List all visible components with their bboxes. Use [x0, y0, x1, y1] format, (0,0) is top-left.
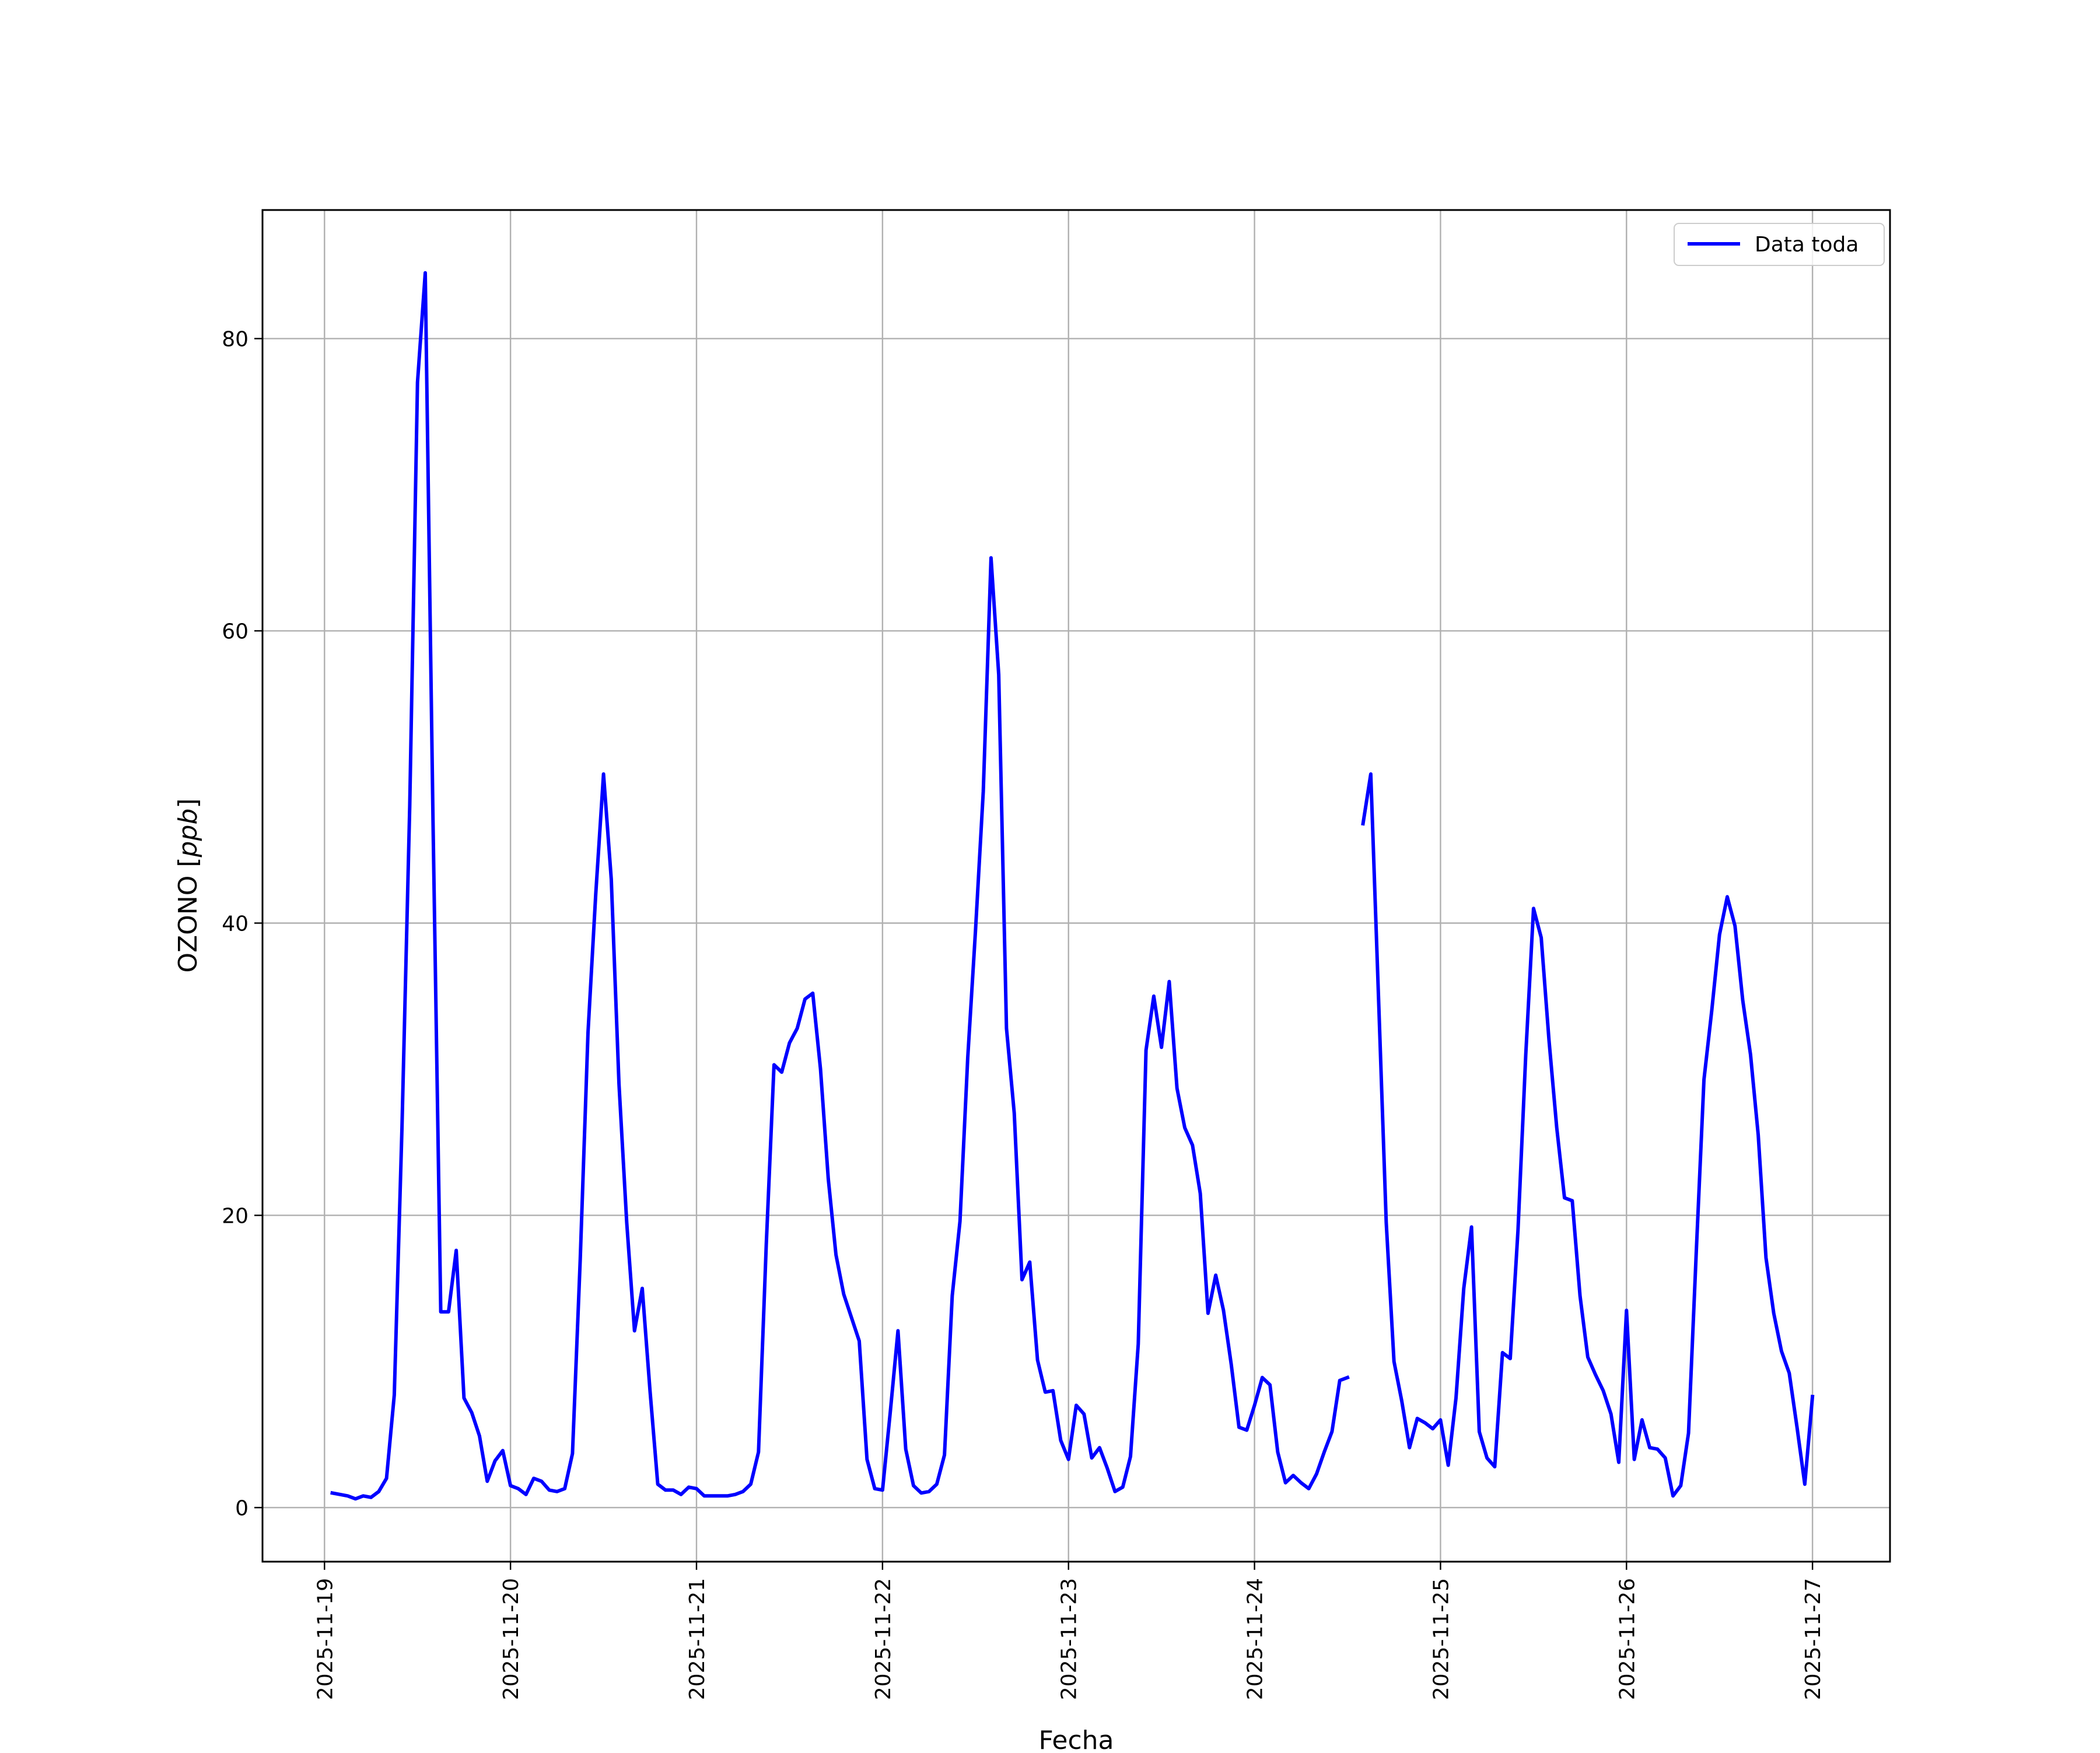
legend: Data toda	[1674, 223, 1885, 266]
x-tick-label: 2025-11-26	[1615, 1578, 1639, 1700]
y-tick-label: 80	[222, 327, 249, 351]
legend-frame	[1674, 223, 1885, 266]
x-tick-label: 2025-11-27	[1801, 1578, 1825, 1700]
series-line-segment	[1361, 772, 1815, 1498]
y-tick-label: 40	[222, 912, 249, 936]
plot-frame	[261, 209, 1891, 1563]
x-tick-label: 2025-11-25	[1429, 1578, 1453, 1700]
series-line-segment	[330, 271, 1350, 1501]
y-gridlines	[262, 338, 1890, 1509]
y-axis-ticks: 0 20 40 60 80	[222, 327, 262, 1520]
y-tick-label: 60	[222, 620, 249, 643]
x-axis-title: Fecha	[1038, 1726, 1114, 1750]
x-gridlines	[324, 210, 1814, 1562]
x-tick-label: 2025-11-21	[685, 1578, 709, 1700]
y-axis-title-unit: ppb	[173, 809, 203, 858]
x-tick-label: 2025-11-20	[499, 1578, 523, 1700]
x-tick-label: 2025-11-19	[313, 1578, 337, 1700]
y-tick-label: 0	[235, 1496, 249, 1520]
x-tick-label: 2025-11-23	[1058, 1578, 1082, 1700]
x-tick-label: 2025-11-22	[872, 1578, 895, 1700]
series-layer	[330, 271, 1815, 1501]
y-axis-title-text: OZONO [	[173, 857, 203, 972]
y-axis-title: OZONO [ppb]	[173, 798, 203, 972]
y-axis-title-close: ]	[173, 798, 203, 808]
legend-label: Data toda	[1755, 233, 1859, 257]
y-tick-label: 20	[222, 1204, 249, 1228]
x-tick-label: 2025-11-24	[1244, 1578, 1268, 1700]
x-axis-ticks: 2025-11-19 2025-11-20 2025-11-21 2025-11-22…	[313, 1562, 1825, 1700]
